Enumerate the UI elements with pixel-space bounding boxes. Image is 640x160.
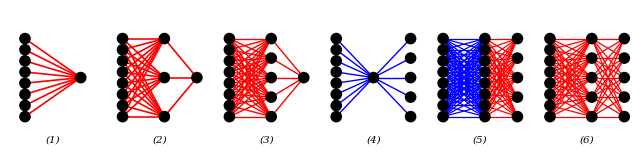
Circle shape <box>224 33 234 44</box>
Circle shape <box>224 45 234 55</box>
Circle shape <box>480 56 490 66</box>
Circle shape <box>587 53 597 63</box>
Circle shape <box>20 78 30 88</box>
Circle shape <box>266 112 276 122</box>
Circle shape <box>480 45 490 55</box>
Circle shape <box>545 56 555 66</box>
Circle shape <box>545 33 555 44</box>
Circle shape <box>20 112 30 122</box>
Text: (6): (6) <box>580 135 595 144</box>
Circle shape <box>331 78 341 88</box>
Circle shape <box>20 45 30 55</box>
Circle shape <box>587 72 597 83</box>
Circle shape <box>117 100 127 111</box>
Circle shape <box>438 67 448 77</box>
Circle shape <box>545 89 555 99</box>
Circle shape <box>480 89 490 99</box>
Circle shape <box>117 78 127 88</box>
Circle shape <box>76 72 86 83</box>
Circle shape <box>545 100 555 111</box>
Circle shape <box>331 112 341 122</box>
Circle shape <box>438 33 448 44</box>
Circle shape <box>224 112 234 122</box>
Circle shape <box>20 33 30 44</box>
Circle shape <box>20 56 30 66</box>
Circle shape <box>438 100 448 111</box>
Circle shape <box>480 112 490 122</box>
Circle shape <box>480 100 490 111</box>
Text: (3): (3) <box>259 135 274 144</box>
Circle shape <box>480 33 490 44</box>
Circle shape <box>331 56 341 66</box>
Circle shape <box>438 89 448 99</box>
Circle shape <box>545 45 555 55</box>
Text: (1): (1) <box>45 135 60 144</box>
Circle shape <box>20 100 30 111</box>
Circle shape <box>438 45 448 55</box>
Circle shape <box>266 92 276 102</box>
Circle shape <box>331 89 341 99</box>
Circle shape <box>438 56 448 66</box>
Circle shape <box>438 78 448 88</box>
Circle shape <box>224 67 234 77</box>
Circle shape <box>159 33 170 44</box>
Circle shape <box>117 89 127 99</box>
Circle shape <box>406 112 416 122</box>
Circle shape <box>224 100 234 111</box>
Circle shape <box>406 72 416 83</box>
Circle shape <box>619 33 629 44</box>
Circle shape <box>224 78 234 88</box>
Circle shape <box>331 45 341 55</box>
Circle shape <box>438 112 448 122</box>
Text: (2): (2) <box>152 135 167 144</box>
Circle shape <box>545 67 555 77</box>
Circle shape <box>587 92 597 102</box>
Circle shape <box>513 53 523 63</box>
Circle shape <box>619 92 629 102</box>
Circle shape <box>545 112 555 122</box>
Circle shape <box>587 112 597 122</box>
Circle shape <box>266 72 276 83</box>
Circle shape <box>619 72 629 83</box>
Circle shape <box>368 72 378 83</box>
Circle shape <box>117 33 127 44</box>
Circle shape <box>266 53 276 63</box>
Circle shape <box>224 89 234 99</box>
Circle shape <box>619 112 629 122</box>
Circle shape <box>117 56 127 66</box>
Circle shape <box>266 33 276 44</box>
Circle shape <box>545 78 555 88</box>
Circle shape <box>117 45 127 55</box>
Circle shape <box>299 72 309 83</box>
Text: (4): (4) <box>366 135 381 144</box>
Circle shape <box>20 89 30 99</box>
Circle shape <box>159 72 170 83</box>
Circle shape <box>331 100 341 111</box>
Circle shape <box>587 33 597 44</box>
Circle shape <box>406 92 416 102</box>
Circle shape <box>513 112 523 122</box>
Circle shape <box>331 33 341 44</box>
Circle shape <box>513 72 523 83</box>
Circle shape <box>224 56 234 66</box>
Circle shape <box>619 53 629 63</box>
Circle shape <box>20 67 30 77</box>
Circle shape <box>117 112 127 122</box>
Circle shape <box>406 53 416 63</box>
Circle shape <box>513 33 523 44</box>
Circle shape <box>331 67 341 77</box>
Circle shape <box>192 72 202 83</box>
Circle shape <box>480 67 490 77</box>
Circle shape <box>513 92 523 102</box>
Circle shape <box>117 67 127 77</box>
Circle shape <box>480 78 490 88</box>
Circle shape <box>159 112 170 122</box>
Text: (5): (5) <box>473 135 488 144</box>
Circle shape <box>406 33 416 44</box>
